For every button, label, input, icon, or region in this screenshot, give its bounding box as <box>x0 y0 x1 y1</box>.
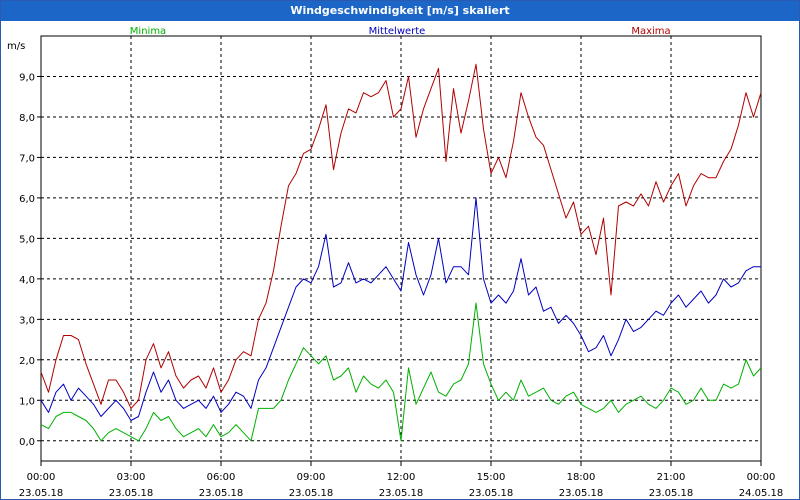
x-tick-time: 12:00 <box>387 472 416 483</box>
x-tick-time: 00:00 <box>27 472 56 483</box>
series-line-minima <box>40 302 762 442</box>
x-tick-date: 23.05.18 <box>379 488 424 499</box>
y-tick-label: 8,0 <box>19 113 35 124</box>
legend-entry-maxima: Maxima <box>631 26 670 37</box>
y-tick-label: 6,0 <box>19 194 35 205</box>
x-tick-date: 23.05.18 <box>19 488 64 499</box>
legend-entry-minima: Minima <box>130 26 166 37</box>
series-line-mittelwerte <box>40 197 761 421</box>
x-tick-time: 06:00 <box>207 472 236 483</box>
window-title: Windgeschwindigkeit [m/s] skaliert <box>1 1 799 21</box>
legend-entry-mittelwerte: Mittelwerte <box>369 26 426 37</box>
y-tick-label: 5,0 <box>19 234 35 245</box>
series-line-maxima <box>40 63 762 409</box>
x-tick-time: 03:00 <box>117 472 146 483</box>
x-tick-date: 24.05.18 <box>739 488 784 499</box>
x-tick-date: 23.05.18 <box>109 488 154 499</box>
x-tick-date: 23.05.18 <box>469 488 514 499</box>
y-tick-label: 0,0 <box>19 437 35 448</box>
x-tick-time: 09:00 <box>297 472 326 483</box>
x-tick-date: 23.05.18 <box>289 488 334 499</box>
y-tick-label: 3,0 <box>19 315 35 326</box>
y-tick-label: 2,0 <box>19 356 35 367</box>
x-tick-date: 23.05.18 <box>559 488 604 499</box>
y-axis-label: m/s <box>7 41 25 52</box>
x-tick-time: 15:00 <box>477 472 506 483</box>
x-tick-time: 18:00 <box>567 472 596 483</box>
x-tick-time: 00:00 <box>747 472 776 483</box>
y-tick-label: 4,0 <box>19 275 35 286</box>
y-tick-label: 1,0 <box>19 396 35 407</box>
wind-speed-chart: m/s 0,0 1,0 2,0 3,0 4,0 5,0 6,0 7,0 8,0 9,0 00:00 2… <box>7 26 784 499</box>
x-tick-date: 23.05.18 <box>199 488 244 499</box>
y-tick-label: 7,0 <box>19 153 35 164</box>
x-tick-time: 21:00 <box>657 472 686 483</box>
y-tick-label: 9,0 <box>19 72 35 83</box>
x-tick-date: 23.05.18 <box>649 488 694 499</box>
